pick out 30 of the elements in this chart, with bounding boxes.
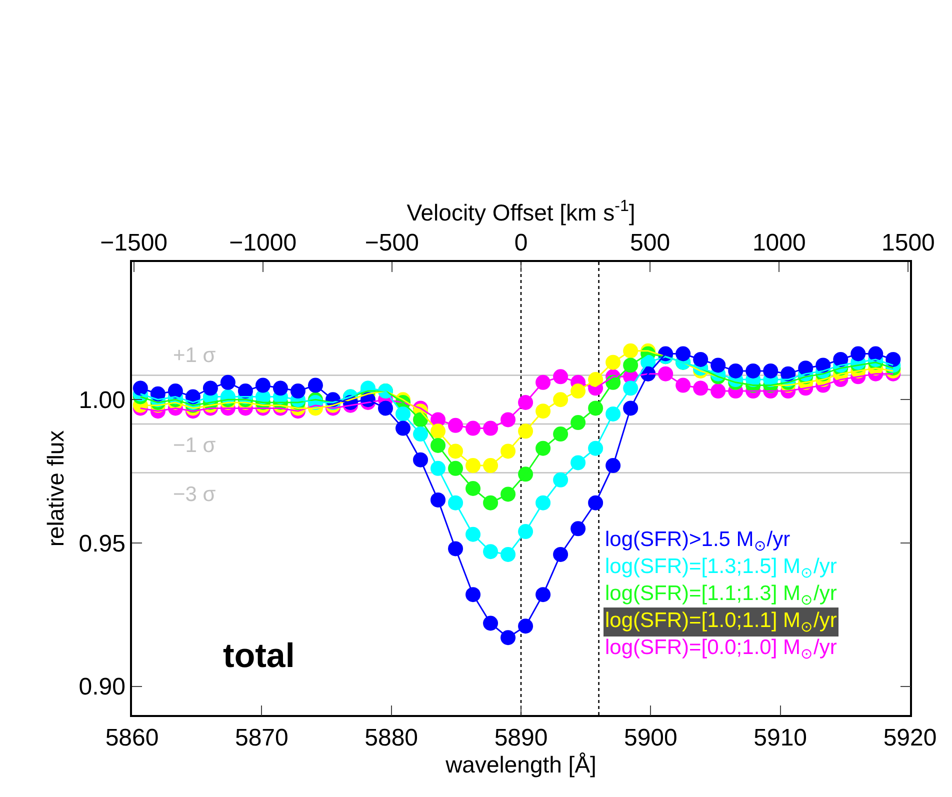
point (132, 380, 148, 396)
x2-tick-label: −1500 (100, 230, 168, 257)
x2-tick-label: 0 (514, 230, 528, 257)
text: log(SFR)=[1.1;1.3] M$_{⊙}$/yr (605, 582, 837, 608)
x-tick-label: 5920 (883, 724, 937, 752)
text: log(SFR)=[1.0;1.1] M$_{⊙}$/yr (605, 609, 837, 636)
x-tick-label: 5900 (624, 724, 678, 752)
x2-tick-label: 1500 (881, 230, 935, 257)
x-tick-label: 5910 (754, 724, 808, 752)
y-tick-label: 0.95 (78, 530, 126, 558)
ref-line-label: −1 σ (173, 434, 216, 457)
series-label: log(SFR)>1.5 M$_{⊙}$/yr (605, 528, 790, 554)
ref-line-label: −3 σ (173, 483, 216, 506)
y-tick-label: 1.00 (78, 387, 126, 414)
x-tick-label: 5880 (364, 724, 418, 752)
x2-tick-label: −1000 (229, 230, 297, 257)
x2-tick-label: −500 (364, 230, 419, 257)
x2-axis-title: Velocity Offset [km s$^{-1}$] (406, 196, 636, 226)
text: log(SFR)=[1.3;1.5] M$_{⊙}$/yr (605, 555, 837, 582)
ref-line-label: +1 σ (173, 344, 216, 367)
x2-tick-label: 1000 (752, 230, 806, 257)
annotation: total (223, 637, 295, 675)
y-axis-title: relative flux (42, 430, 69, 547)
x-axis-title: wavelength [Å] (444, 752, 596, 778)
x-tick-label: 5860 (105, 724, 159, 752)
x2-tick-label: 500 (630, 230, 670, 257)
y-tick-label: 0.90 (78, 674, 126, 701)
x-tick-label: 5870 (234, 724, 288, 752)
text: log(SFR)=[0.0;1.0] M$_{⊙}$/yr (605, 636, 837, 662)
x-tick-label: 5890 (494, 724, 548, 752)
